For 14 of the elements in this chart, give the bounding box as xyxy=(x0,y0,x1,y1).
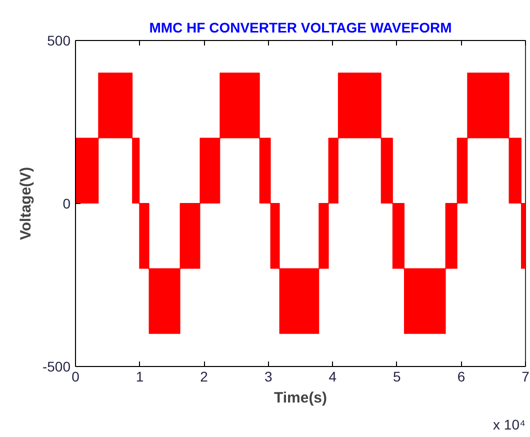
chart-title: MMC HF CONVERTER VOLTAGE WAVEFORM xyxy=(149,20,452,36)
y-tick-label: 0 xyxy=(62,196,71,212)
x-tick-label: 7 xyxy=(522,368,530,384)
x-tick-label: 3 xyxy=(264,368,272,384)
text: x 10⁴ xyxy=(493,416,526,432)
y-axis-title: Voltage(V) xyxy=(17,166,34,240)
x-tick-label: 6 xyxy=(457,368,466,384)
x-tick-label: 5 xyxy=(393,368,402,384)
x-tick-label: 2 xyxy=(200,368,208,384)
x-axis-title: Time(s) xyxy=(274,390,328,406)
y-tick-label: 500 xyxy=(47,32,71,48)
x-tick-label: 4 xyxy=(328,368,337,384)
x-tick-label: 1 xyxy=(136,368,144,384)
y-tick-label: -500 xyxy=(42,358,71,374)
